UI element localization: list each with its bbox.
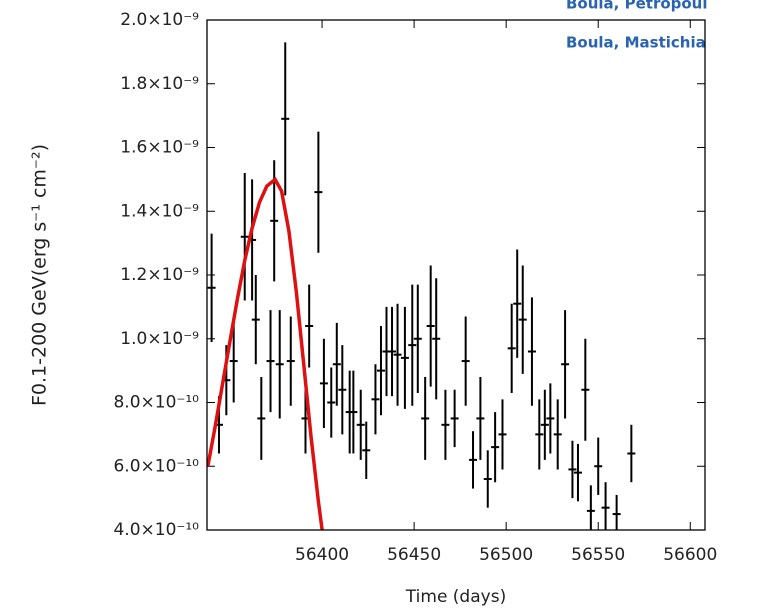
y-tick-label: 1.8×10⁻⁹ [120,74,199,94]
plot-frame [206,19,706,531]
x-tick-label: 56600 [663,545,717,565]
annotation: Boula, Petropoul [566,0,708,13]
y-tick-label: 1.2×10⁻⁹ [120,265,199,285]
x-tick-label: 56550 [571,545,625,565]
fit-curve [207,176,324,530]
annotation: Boula, Mastichia [566,34,706,52]
y-tick-label: 1.4×10⁻⁹ [120,201,199,221]
y-tick-label: 1.0×10⁻⁹ [120,329,199,349]
x-axis-label: Time (days) [405,587,506,607]
x-tick-label: 56400 [295,545,349,565]
y-tick-label: 1.6×10⁻⁹ [120,138,199,158]
y-tick-label: 4.0×10⁻¹⁰ [113,520,199,540]
y-tick-label: 6.0×10⁻¹⁰ [113,456,199,476]
x-tick-label: 56450 [387,545,441,565]
y-tick-label: 2.0×10⁻⁹ [120,10,199,30]
y-tick-label: 8.0×10⁻¹⁰ [113,393,199,413]
y-axis-label: F0.1-200 GeV(erg s⁻¹ cm⁻²) [29,144,51,406]
annotation-box [556,0,759,55]
x-tick-label: 56500 [479,545,533,565]
